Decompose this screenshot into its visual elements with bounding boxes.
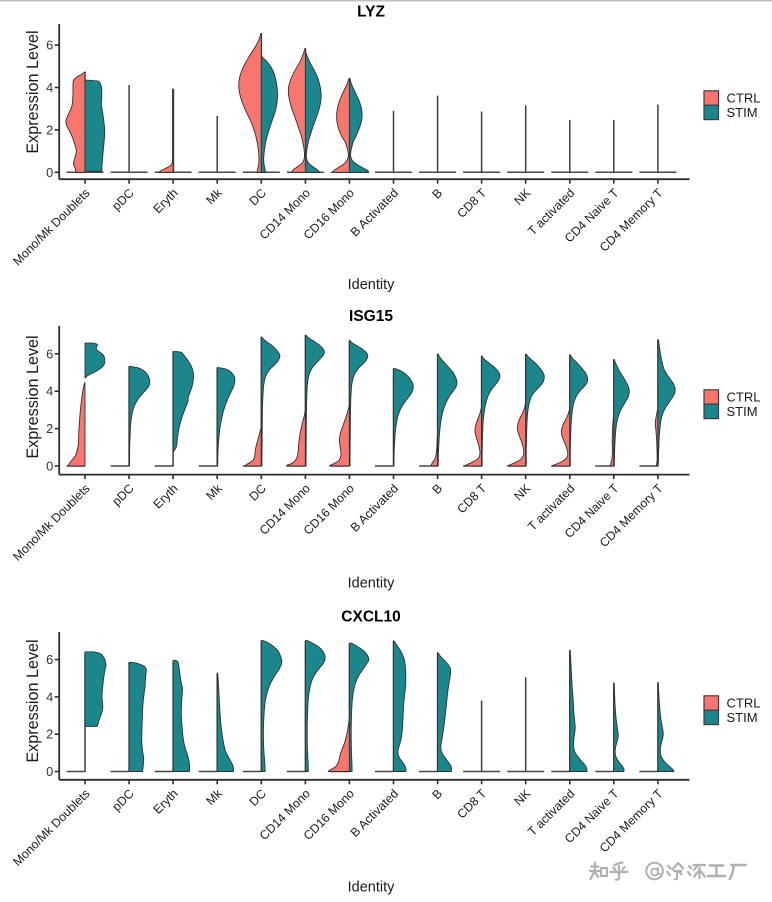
svg-text:2: 2: [46, 421, 53, 436]
svg-text:4: 4: [46, 384, 53, 399]
svg-text:4: 4: [46, 80, 53, 95]
svg-text:Expression Level: Expression Level: [24, 639, 42, 762]
svg-text:Identity: Identity: [348, 277, 395, 293]
svg-text:CXCL10: CXCL10: [341, 609, 400, 626]
svg-text:LYZ: LYZ: [357, 3, 385, 20]
svg-text:STIM: STIM: [727, 710, 758, 725]
svg-text:0: 0: [46, 459, 53, 474]
svg-text:ISG15: ISG15: [349, 308, 393, 325]
svg-text:0: 0: [46, 764, 53, 779]
svg-text:6: 6: [46, 346, 53, 361]
svg-text:Identity: Identity: [348, 880, 395, 896]
svg-text:Identity: Identity: [348, 576, 395, 592]
svg-text:CTRL: CTRL: [727, 390, 761, 405]
svg-text:4: 4: [46, 689, 53, 704]
svg-text:Expression Level: Expression Level: [24, 335, 42, 458]
svg-text:STIM: STIM: [727, 404, 758, 419]
svg-text:CTRL: CTRL: [727, 696, 761, 711]
svg-text:6: 6: [46, 38, 53, 53]
svg-text:2: 2: [46, 122, 53, 137]
svg-text:2: 2: [46, 727, 53, 742]
svg-text:6: 6: [46, 652, 53, 667]
svg-text:Expression Level: Expression Level: [24, 30, 42, 153]
svg-text:0: 0: [46, 165, 53, 180]
svg-text:CTRL: CTRL: [727, 91, 761, 106]
svg-text:STIM: STIM: [727, 105, 758, 120]
